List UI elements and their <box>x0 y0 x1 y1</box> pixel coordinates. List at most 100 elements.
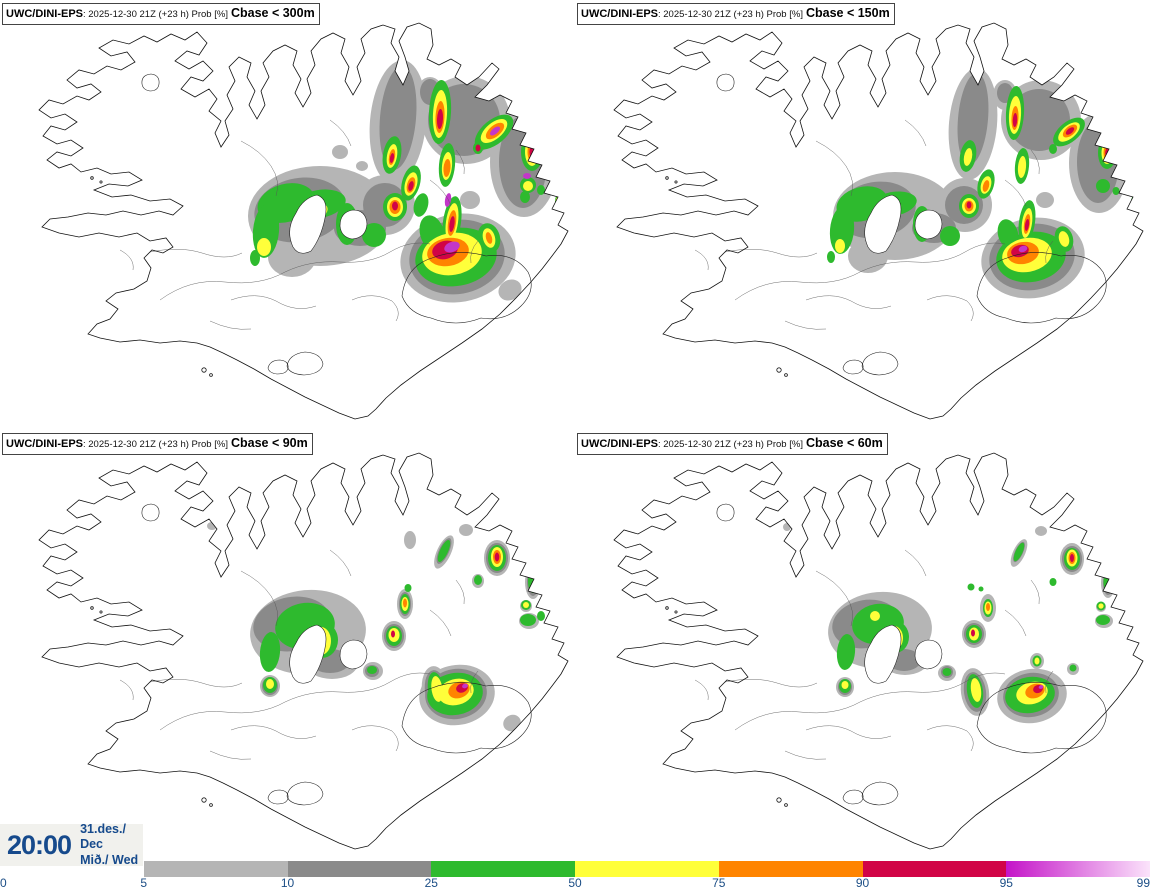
prob-blob-yellow <box>1098 603 1104 609</box>
colorbar-segment-90-95 <box>862 861 1007 877</box>
terrain-contour <box>230 725 317 739</box>
terrain-contour <box>724 679 818 688</box>
prob-blob-green <box>404 584 412 592</box>
terrain-contour <box>815 140 853 197</box>
glacier-outline-eyjafjallajokull <box>267 789 289 805</box>
prob-blob-green <box>1112 187 1120 195</box>
terrain-contour <box>926 295 974 322</box>
terrain-contour <box>159 672 431 731</box>
island-outline <box>665 606 669 610</box>
map-panel-cbase-300m: UWC/DINI-EPS: 2025-12-30 21Z (+23 h) Pro… <box>0 0 575 430</box>
terrain-contour <box>926 725 974 752</box>
prob-blob-green <box>474 575 482 585</box>
parameter-label: Cbase < 60m <box>805 436 883 450</box>
panel-title: UWC/DINI-EPS: 2025-12-30 21Z (+23 h) Pro… <box>577 433 888 455</box>
terrain-contour <box>1045 670 1054 694</box>
prob-blob-green <box>250 250 260 266</box>
terrain-contour <box>805 295 892 309</box>
glacier-outline-myrdalsjokull <box>861 781 899 806</box>
island-outline <box>776 797 782 803</box>
glacier-outline-vatnajokull <box>976 682 1107 754</box>
prob-blob-red <box>494 552 500 562</box>
coastline <box>38 452 569 850</box>
terrain-contour <box>209 750 252 760</box>
prob-blob-red <box>392 201 398 211</box>
terrain-contour <box>455 149 465 175</box>
colorbar-segment-25-50 <box>431 861 575 877</box>
prob-blob-magenta <box>490 126 500 136</box>
terrain-contour <box>734 242 1006 301</box>
prob-blob-green <box>1013 542 1025 562</box>
prob-blob-green <box>1069 664 1077 672</box>
valid-time: 20:00 <box>7 829 72 860</box>
glacier-outline-drangajokull <box>141 503 160 522</box>
terrain-contour <box>209 320 252 330</box>
prob-blob-red <box>436 109 444 129</box>
prob-blob-yellow <box>841 681 849 689</box>
terrain-contour <box>329 549 352 577</box>
map-panel-cbase-150m: UWC/DINI-EPS: 2025-12-30 21Z (+23 h) Pro… <box>575 0 1150 430</box>
parameter-label: Cbase < 150m <box>805 6 890 20</box>
colorbar-segment-75-90 <box>718 861 863 877</box>
colorbar-tick: 90 <box>855 876 870 890</box>
colorbar-tick-labels: 0 5 10 25 50 75 90 95 99 <box>0 876 1150 891</box>
island-outline <box>90 606 94 610</box>
terrain-contour <box>230 295 317 309</box>
glacier-outline-langjokull <box>864 624 902 684</box>
prob-blob-ltgray <box>1035 526 1047 536</box>
island-outline <box>209 803 213 807</box>
prob-blob-green <box>537 611 545 621</box>
terrain-contour <box>119 249 134 271</box>
parameter-label: Cbase < 90m <box>230 436 308 450</box>
glacier-outline-myrdalsjokull <box>286 781 324 806</box>
island-outline <box>90 176 94 180</box>
terrain-contour <box>694 249 709 271</box>
island-outline <box>776 367 782 373</box>
model-name: UWC/DINI-EPS <box>581 438 658 450</box>
island-outline <box>201 367 207 373</box>
prob-blob-red <box>971 629 975 637</box>
prob-blob-yellow <box>970 678 982 702</box>
prob-blob-ltgray <box>404 531 416 549</box>
prob-blob-yellow <box>523 181 533 191</box>
prob-blob-green <box>1049 578 1057 586</box>
prob-blob-yellow <box>1017 156 1027 178</box>
prob-blob-magenta <box>1038 685 1044 689</box>
terrain-contour <box>159 242 431 301</box>
valid-date-line1: 31.des./ Dec <box>80 821 126 852</box>
glacier-outline-hofsjokull <box>914 639 943 670</box>
prob-blob-orange <box>403 598 407 608</box>
colorbar-segment-5-10 <box>143 861 288 877</box>
parameter-label: Cbase < 300m <box>230 6 315 20</box>
glacier-outline-eyjafjallajokull <box>842 789 864 805</box>
prob-blob-yellow <box>523 602 529 608</box>
prob-blob-red <box>389 153 395 163</box>
prob-blob-green <box>362 223 386 247</box>
prob-blob-green <box>537 185 545 195</box>
prob-blob-red <box>1024 219 1030 231</box>
prob-blob-ltgray <box>356 161 368 171</box>
terrain-contour <box>1030 579 1040 605</box>
colorbar-segment-95-99 <box>1006 861 1150 877</box>
terrain-contour <box>1004 179 1027 207</box>
terrain-contour <box>470 240 479 264</box>
prob-blob-red <box>966 201 972 209</box>
prob-blob-yellow <box>870 611 880 621</box>
prob-blob-green <box>1049 144 1057 154</box>
terrain-contour <box>734 672 1006 731</box>
glacier-outline-drangajokull <box>716 503 735 522</box>
map-panel-cbase-60m: UWC/DINI-EPS: 2025-12-30 21Z (+23 h) Pro… <box>575 430 1150 860</box>
terrain-contour <box>1004 609 1027 637</box>
prob-blob-green <box>836 634 856 670</box>
prob-blob-magenta <box>1018 245 1028 253</box>
glacier-outline-hofsjokull <box>339 209 368 240</box>
coastline <box>613 22 1144 420</box>
iceland-map <box>0 430 575 860</box>
prob-blob-green <box>978 586 984 592</box>
glacier-outline-langjokull <box>864 194 902 254</box>
valid-date-line2: Mið./ Wed <box>80 852 139 867</box>
colorbar-tick: 10 <box>280 876 295 890</box>
run-info: : 2025-12-30 21Z (+23 h) Prob [%] <box>83 439 228 450</box>
glacier-outline-drangajokull <box>716 73 735 92</box>
